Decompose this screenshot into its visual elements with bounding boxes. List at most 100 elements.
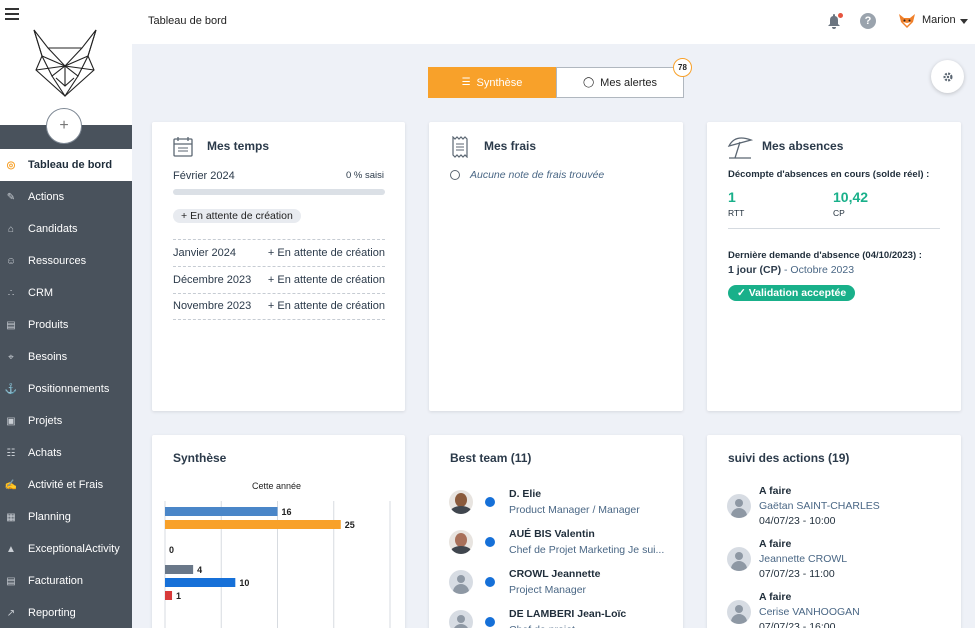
rtt-label: RTT: [728, 208, 745, 218]
sidebar-item-label: Activité et Frais: [28, 479, 104, 491]
avatar: [449, 570, 473, 594]
chart-data-label: 1: [176, 591, 181, 601]
sidebar-item-label: Candidats: [28, 223, 78, 235]
temps-row[interactable]: Janvier 2024 + En attente de création: [173, 240, 385, 267]
team-member[interactable]: D. Elie Product Manager / Manager: [449, 488, 640, 516]
status-dot: [485, 537, 495, 547]
validation-status: Validation acceptée: [748, 287, 847, 299]
validation-badge: ✓ Validation acceptée: [728, 285, 856, 301]
pin-icon: ⚓: [4, 383, 18, 395]
sidebar-item-candidats[interactable]: ⌂ Candidats: [0, 213, 132, 245]
quick-add-button[interactable]: +: [46, 108, 82, 144]
avatar: [449, 490, 473, 514]
help-icon[interactable]: ?: [860, 13, 876, 29]
topbar: Tableau de bord ? Marion: [132, 0, 975, 44]
sidebar-item-exceptionalactivity[interactable]: ▲ ExceptionalActivity: [0, 533, 132, 565]
people-icon: ☺: [5, 255, 17, 267]
temps-row-status[interactable]: + En attente de création: [268, 300, 385, 312]
card-title-mes-frais: Mes frais: [484, 139, 537, 153]
sidebar-item-positionnements[interactable]: ⚓ Positionnements: [0, 373, 132, 405]
chart-data-label: 10: [239, 578, 249, 588]
cp-value: 10,42: [833, 189, 869, 205]
calendar-icon: [173, 137, 193, 157]
time-progress-bar: [173, 189, 385, 195]
edit-icon: ✍: [4, 479, 18, 491]
temps-row-status-label: En attente de création: [277, 247, 385, 259]
team-member[interactable]: AUÉ BIS Valentin Chef de Projet Marketing…: [449, 528, 664, 556]
sidebar-item-facturation[interactable]: ▤ Facturation: [0, 565, 132, 597]
current-month[interactable]: Février 2024: [173, 170, 235, 182]
chart-data-label: 4: [197, 565, 202, 575]
hamburger-menu-icon[interactable]: [5, 8, 19, 23]
action-type: A faire: [759, 591, 792, 603]
temps-row[interactable]: Décembre 2023 + En attente de création: [173, 267, 385, 294]
sidebar-item-activit-et-frais[interactable]: ✍ Activité et Frais: [0, 469, 132, 501]
action-item[interactable]: A faire Jeannette CROWL 07/07/23 - 11:00: [727, 538, 847, 580]
actions-icon: ✎: [6, 191, 16, 203]
sidebar-item-label: Tableau de bord: [28, 159, 113, 171]
status-dot: [485, 577, 495, 587]
card-title-mes-temps: Mes temps: [207, 139, 270, 153]
absence-count-label: Décompte d'absences en cours (solde réel…: [728, 169, 930, 180]
alert-icon: ◯: [582, 77, 595, 88]
chevron-down-icon[interactable]: [960, 19, 968, 24]
dashboard-icon: ◎: [6, 159, 16, 171]
sidebar-item-label: CRM: [28, 287, 54, 299]
sidebar-item-label: Achats: [28, 447, 62, 459]
last-request-label: Dernière demande d'absence (04/10/2023) …: [728, 250, 922, 261]
notification-dot: [838, 13, 843, 18]
member-name: D. Elie: [509, 488, 542, 500]
user-avatar-fox-icon[interactable]: [898, 12, 916, 30]
tab-synthese[interactable]: ☰ Synthèse: [428, 67, 556, 98]
bell-icon[interactable]: [826, 13, 842, 29]
chart-bar: [165, 520, 341, 529]
sidebar-item-actions[interactable]: ✎ Actions: [0, 181, 132, 213]
divider: [173, 239, 385, 240]
cart-icon: ☷: [6, 447, 16, 459]
action-contact: Jeannette CROWL: [759, 553, 848, 565]
team-member[interactable]: CROWL Jeannette Project Manager: [449, 568, 600, 596]
sidebar-item-label: Besoins: [28, 351, 68, 363]
temps-row-month: Novembre 2023: [173, 300, 252, 312]
sidebar-item-projets[interactable]: ▣ Projets: [0, 405, 132, 437]
member-role: Chef de Projet Marketing Je sui...: [509, 544, 665, 556]
last-request-detail: 1 jour (CP) - Octobre 2023: [728, 264, 854, 276]
temps-row-month: Décembre 2023: [173, 273, 252, 286]
temps-row-status-label: En attente de création: [277, 300, 385, 312]
card-best-team: Best team (11) D. Elie Product Manager / …: [429, 435, 683, 628]
sidebar-item-label: Reporting: [28, 607, 76, 619]
current-percent: 0 % saisi: [345, 170, 384, 181]
user-name[interactable]: Marion: [922, 14, 956, 26]
sidebar-item-besoins[interactable]: ⌖ Besoins: [0, 341, 132, 373]
action-item[interactable]: A faire Cerise VANHOOGAN 07/07/23 - 16:00: [727, 591, 860, 628]
card-synthese: Synthèse Cette année 16 25 0 4 10 1: [152, 435, 405, 628]
chart-data-label: 0: [169, 545, 174, 555]
temps-row[interactable]: Novembre 2023 + En attente de création: [173, 293, 385, 320]
team-member[interactable]: DE LAMBERI Jean-Loïc Chef de projet: [449, 608, 626, 628]
chart-icon: ☰: [461, 77, 471, 88]
sidebar-item-planning[interactable]: ▦ Planning: [0, 501, 132, 533]
view-tabs: ☰ Synthèse ◯ Mes alertes: [428, 67, 684, 98]
card-suivi-actions: suivi des actions (19) A faire Gaëtan SAI…: [707, 435, 961, 628]
sidebar-item-produits[interactable]: ▤ Produits: [0, 309, 132, 341]
sidebar-item-tableau-de-bord[interactable]: ◎ Tableau de bord: [0, 149, 132, 181]
action-item[interactable]: A faire Gaëtan SAINT-CHARLES 04/07/23 - 10…: [727, 485, 880, 527]
receipt-icon: [452, 136, 468, 158]
current-status-pill[interactable]: + En attente de création: [173, 208, 301, 223]
alert-count-badge: 78: [673, 58, 692, 77]
chart-icon: ↗: [6, 607, 16, 619]
sidebar-item-reporting[interactable]: ↗ Reporting: [0, 597, 132, 628]
tab-mes-alertes[interactable]: ◯ Mes alertes: [556, 67, 684, 98]
cp-label: CP: [833, 208, 845, 218]
card-title-synthese: Synthèse: [173, 451, 227, 465]
sidebar-item-ressources[interactable]: ☺ Ressources: [0, 245, 132, 277]
chart-bar: [165, 578, 236, 587]
action-date: 04/07/23 - 10:00: [759, 515, 836, 527]
sidebar-item-crm[interactable]: ∴ CRM: [0, 277, 132, 309]
settings-button[interactable]: [931, 60, 964, 93]
sidebar-item-achats[interactable]: ☷ Achats: [0, 437, 132, 469]
no-expenses-message: Aucune note de frais trouvée: [450, 169, 604, 181]
temps-row-status[interactable]: + En attente de création: [268, 247, 385, 259]
temps-row-status[interactable]: + En attente de création: [268, 274, 385, 286]
avatar: [727, 494, 751, 518]
